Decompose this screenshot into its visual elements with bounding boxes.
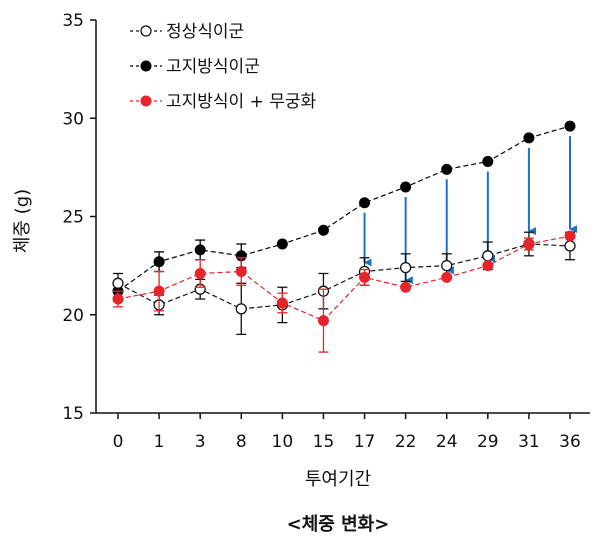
data-point xyxy=(359,197,371,209)
series-0 xyxy=(112,231,576,336)
data-point xyxy=(523,238,535,250)
x-tick-label: 10 xyxy=(272,432,294,452)
x-tick-label: 0 xyxy=(113,432,124,452)
data-point xyxy=(317,224,329,236)
data-point xyxy=(399,261,412,274)
data-point xyxy=(482,250,494,262)
data-point xyxy=(523,132,535,144)
data-point xyxy=(359,271,371,283)
data-point xyxy=(441,271,453,283)
axes: 15 20 25 30 35 0 1 3 8 10 15 17 22 24 29 31 36 xyxy=(62,11,590,452)
y-tick-label: 35 xyxy=(62,11,84,31)
x-tick-label: 3 xyxy=(195,432,206,452)
x-tick-label: 31 xyxy=(518,432,540,452)
data-point xyxy=(441,163,453,175)
series-1 xyxy=(112,120,576,302)
data-point xyxy=(400,181,412,193)
arrows xyxy=(363,136,578,285)
data-point xyxy=(112,293,124,305)
data-point xyxy=(235,266,247,278)
series xyxy=(112,120,576,353)
data-point xyxy=(153,285,165,297)
legend-marker xyxy=(140,25,152,37)
data-point xyxy=(482,155,494,167)
series-line xyxy=(117,235,571,322)
series-line xyxy=(117,125,571,292)
x-tick-label: 36 xyxy=(559,432,581,452)
legend-marker xyxy=(140,60,152,72)
series-line xyxy=(117,243,571,310)
data-point xyxy=(482,260,494,272)
legend-label: 정상식이군 xyxy=(166,22,244,42)
x-tick-label: 29 xyxy=(477,432,499,452)
data-point xyxy=(441,259,453,272)
data-point xyxy=(564,230,576,242)
data-point xyxy=(276,238,288,250)
x-axis-title: 투여기간 xyxy=(305,469,371,490)
y-tick-label: 25 xyxy=(62,208,84,228)
y-axis-title: 체중 (g) xyxy=(12,189,33,253)
data-point xyxy=(194,267,206,279)
x-tick-label: 17 xyxy=(354,432,376,452)
legend-label: 고지방식이 + 무궁화 xyxy=(166,92,317,112)
legend-marker xyxy=(140,95,152,107)
data-point xyxy=(153,256,165,268)
data-point xyxy=(564,120,576,132)
x-tick-label: 1 xyxy=(154,432,165,452)
x-tick-label: 22 xyxy=(395,432,417,452)
data-point xyxy=(276,297,288,309)
y-tick-label: 20 xyxy=(62,306,84,326)
data-point xyxy=(235,303,247,315)
data-point xyxy=(400,281,412,293)
y-tick-label: 30 xyxy=(62,109,84,129)
data-point xyxy=(194,244,206,256)
series-2 xyxy=(112,230,576,353)
y-tick-label: 15 xyxy=(62,404,84,424)
data-point xyxy=(112,277,124,289)
x-tick-label: 8 xyxy=(236,432,247,452)
chart-caption: <체중 변화> xyxy=(287,514,390,535)
x-tick-label: 24 xyxy=(436,432,458,452)
data-point xyxy=(317,315,329,327)
x-tick-label: 15 xyxy=(313,432,335,452)
data-point xyxy=(564,240,576,252)
legend-label: 고지방식이군 xyxy=(166,57,260,77)
